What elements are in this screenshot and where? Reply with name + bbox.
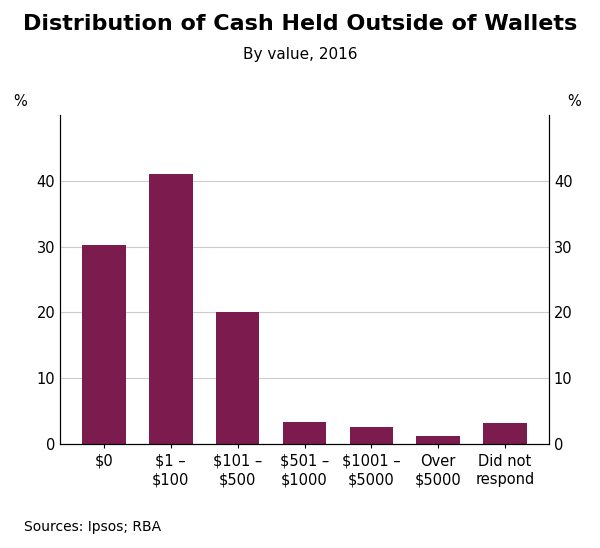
Bar	[283, 422, 326, 444]
Bar	[416, 436, 460, 444]
Text: %: %	[14, 94, 27, 109]
Bar	[149, 174, 193, 444]
Bar	[350, 427, 393, 444]
Bar	[82, 244, 125, 444]
Text: %: %	[567, 94, 581, 109]
Text: By value, 2016: By value, 2016	[243, 47, 357, 61]
Text: Sources: Ipsos; RBA: Sources: Ipsos; RBA	[24, 520, 161, 534]
Bar	[484, 423, 527, 444]
Bar	[216, 312, 259, 444]
Text: Distribution of Cash Held Outside of Wallets: Distribution of Cash Held Outside of Wal…	[23, 14, 577, 33]
